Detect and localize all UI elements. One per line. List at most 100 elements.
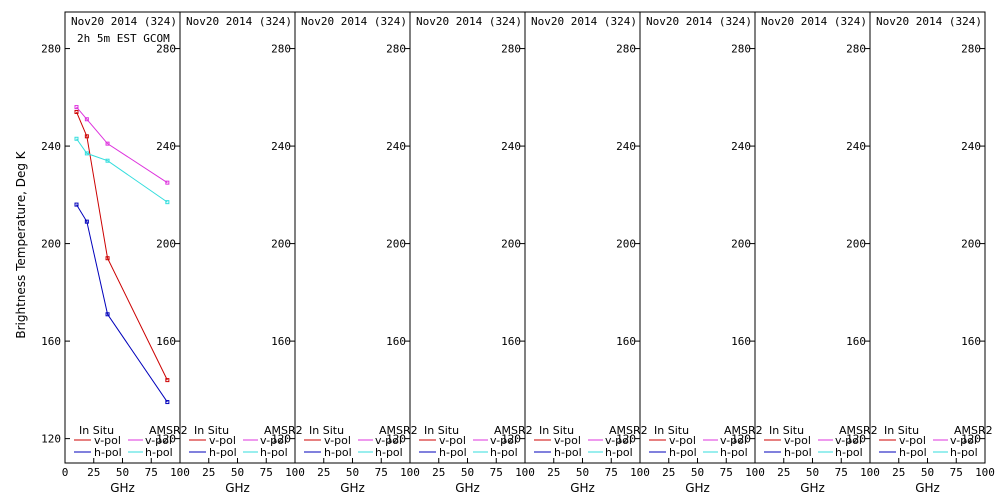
y-tick-label: 200 [846,238,866,251]
data-point [74,109,79,114]
y-tick-label: 280 [386,43,406,56]
x-axis-label: GHz [685,481,710,495]
panel-4: Nov20 2014 (324) 120 160 200 240 280 25 50 75 100… [409,11,535,495]
y-tick-label: 280 [271,43,291,56]
legend-label: v-pol [260,434,287,447]
panel-title: Nov20 2014 (324) [416,15,522,28]
panel-title: Nov20 2014 (324) [761,15,867,28]
x-tick-label: 75 [950,466,963,479]
y-tick-label: 120 [846,433,866,446]
y-tick-label: 160 [271,335,291,348]
x-tick-label: 50 [116,466,129,479]
x-tick-label: 50 [231,466,244,479]
x-tick-label: 100 [170,466,190,479]
x-tick-label: 25 [202,466,215,479]
legend-label: v-pol [605,434,632,447]
y-tick-label: 160 [156,335,176,348]
y-tick-label: 280 [616,43,636,56]
y-tick-label: 240 [846,140,866,153]
legend-title-insitu: In Situ [769,424,804,437]
legend-label: v-pol [324,434,351,447]
x-tick-label: 50 [576,466,589,479]
y-tick-label: 120 [501,433,521,446]
y-tick-label: 200 [156,238,176,251]
legend-label: h-pol [375,446,403,459]
data-point [105,312,110,317]
y-tick-label: 280 [961,43,981,56]
y-tick-label: 160 [961,335,981,348]
x-tick-label: 25 [777,466,790,479]
x-tick-label: 75 [260,466,273,479]
legend-label: h-pol [669,446,697,459]
x-tick-label: 100 [515,466,535,479]
x-axis-label: GHz [110,481,135,495]
y-tick-label: 120 [386,433,406,446]
y-tick-label: 240 [961,140,981,153]
panel-title: Nov20 2014 (324) [646,15,752,28]
legend-title-amsr2: AMSR2 [724,424,763,437]
data-point [84,219,89,224]
x-axis-label: GHz [340,481,365,495]
legend-title-insitu: In Situ [309,424,344,437]
legend-label: h-pol [439,446,467,459]
panel-title: Nov20 2014 (324) [71,15,177,28]
legend-title-insitu: In Situ [424,424,459,437]
x-tick-label: 25 [87,466,100,479]
panel-subtitle: 2h 5m EST GCOM [77,32,170,45]
legend-label: v-pol [669,434,696,447]
legend-label: h-pol [950,446,978,459]
x-tick-label: 75 [605,466,618,479]
legend-title-insitu: In Situ [539,424,574,437]
x-tick-label: 100 [745,466,765,479]
panel-1: Nov20 2014 (324) 2h 5m EST GCOM 120 120 160 1… [41,11,190,495]
data-point [74,202,79,207]
x-tick-label: 25 [662,466,675,479]
data-point [84,117,89,122]
legend-label: v-pol [835,434,862,447]
x-axis-label: GHz [570,481,595,495]
x-tick-label: 100 [860,466,880,479]
x-tick-label: 100 [630,466,650,479]
y-tick-label: 200 [731,238,751,251]
legend-title-amsr2: AMSR2 [149,424,188,437]
y-tick-label: 200 [501,238,521,251]
legend-label: h-pol [209,446,237,459]
data-point [84,134,89,139]
panel-title: Nov20 2014 (324) [531,15,637,28]
series-line [76,138,168,203]
y-tick-label: 200 [41,238,61,251]
data-point [84,151,89,156]
legend-label: h-pol [145,446,173,459]
legend-title-amsr2: AMSR2 [379,424,418,437]
series-line [76,204,168,403]
legend-label: h-pol [720,446,748,459]
y-tick-label: 120 [731,433,751,446]
legend-label: h-pol [784,446,812,459]
y-tick-label: 240 [731,140,751,153]
data-point [105,256,110,261]
legend-label: v-pol [145,434,172,447]
legend-label: h-pol [899,446,927,459]
y-tick-label: 240 [386,140,406,153]
y-tick-label: 200 [961,238,981,251]
y-tick-label: 200 [616,238,636,251]
y-tick-label: 160 [616,335,636,348]
legend-label: v-pol [720,434,747,447]
data-point [165,180,170,185]
y-tick-label: 160 [731,335,751,348]
x-axis-label: GHz [800,481,825,495]
x-tick-label: 50 [691,466,704,479]
y-tick-label: 280 [846,43,866,56]
y-tick-label: 240 [156,140,176,153]
data-point [165,400,170,405]
legend-title-amsr2: AMSR2 [494,424,533,437]
legend-title-amsr2: AMSR2 [839,424,878,437]
data-point [105,158,110,163]
